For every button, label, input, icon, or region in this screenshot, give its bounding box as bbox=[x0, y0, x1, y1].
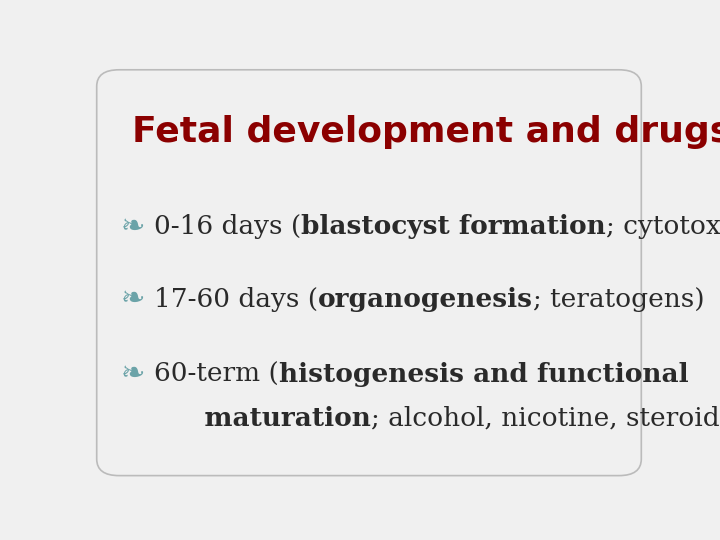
Text: 0-16 days (: 0-16 days ( bbox=[154, 214, 302, 239]
Text: organogenesis: organogenesis bbox=[318, 287, 534, 312]
Text: Fetal development and drugs: Fetal development and drugs bbox=[132, 114, 720, 148]
Text: ❧: ❧ bbox=[121, 360, 145, 388]
Text: ; cytotoxic drugs): ; cytotoxic drugs) bbox=[606, 214, 720, 239]
Text: histogenesis and functional: histogenesis and functional bbox=[279, 362, 688, 387]
Text: 60-term (: 60-term ( bbox=[154, 362, 279, 387]
Text: maturation: maturation bbox=[168, 406, 371, 431]
Text: ; teratogens): ; teratogens) bbox=[534, 287, 705, 312]
Text: ; alcohol, nicotine, steroids, ...): ; alcohol, nicotine, steroids, ...) bbox=[371, 406, 720, 431]
Text: ❧: ❧ bbox=[121, 285, 145, 313]
Text: ❧: ❧ bbox=[121, 212, 145, 240]
Text: blastocyst formation: blastocyst formation bbox=[302, 214, 606, 239]
FancyBboxPatch shape bbox=[96, 70, 642, 476]
Text: 17-60 days (: 17-60 days ( bbox=[154, 287, 318, 312]
